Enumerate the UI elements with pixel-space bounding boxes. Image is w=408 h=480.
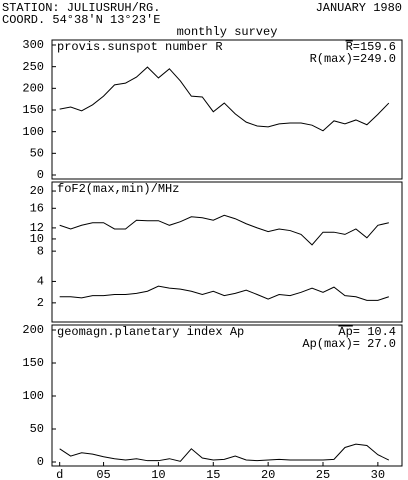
y-tick-label: 10 (30, 232, 44, 246)
y-tick-label: 100 (22, 125, 44, 139)
y-tick-label: 2 (37, 296, 44, 310)
subtitle: monthly survey (177, 25, 278, 39)
date: JANUARY 1980 (316, 1, 402, 15)
x-tick-label: 10 (151, 468, 165, 480)
x-tick-label: 30 (371, 468, 385, 480)
y-tick-label: 200 (22, 82, 44, 96)
plot-frame (51, 181, 403, 323)
y-tick-label: 8 (37, 244, 44, 258)
station: STATION: JULIUSRUH/RG. (2, 1, 160, 15)
y-tick-label: 0 (37, 168, 44, 182)
x-tick-label: 25 (316, 468, 330, 480)
annotation: R=159.6 (346, 40, 396, 54)
annotation: Ap= 10.4 (338, 325, 396, 339)
y-tick-label: 50 (30, 147, 44, 161)
y-tick-label: 20 (30, 184, 44, 198)
y-tick-label: 100 (22, 389, 44, 403)
y-tick-label: 200 (22, 323, 44, 337)
y-tick-label: 150 (22, 103, 44, 117)
panel-title: foF2(max,min)/MHz (57, 182, 179, 196)
y-tick-label: 16 (30, 201, 44, 215)
y-tick-label: 50 (30, 422, 44, 436)
data-line (59, 66, 390, 132)
x-tick-label: 05 (96, 468, 110, 480)
panel-title: provis.sunspot number R (57, 40, 223, 54)
annotation: Ap(max)= 27.0 (302, 337, 396, 351)
data-line (59, 214, 389, 246)
y-tick-label: 12 (30, 221, 44, 235)
y-tick-label: 0 (37, 455, 44, 469)
y-tick-label: 300 (22, 38, 44, 52)
annotation: R(max)=249.0 (310, 52, 396, 66)
data-line (59, 285, 389, 301)
coord: COORD. 54°38'N 13°23'E (2, 13, 160, 27)
y-tick-label: 4 (37, 275, 44, 289)
panel-title: geomagn.planetary index Ap (57, 325, 244, 339)
y-tick-label: 250 (22, 60, 44, 74)
x-tick-label: d (56, 468, 63, 480)
x-tick-label: 15 (206, 468, 220, 480)
y-tick-label: 150 (22, 356, 44, 370)
data-line (59, 443, 390, 462)
x-tick-label: 20 (261, 468, 275, 480)
